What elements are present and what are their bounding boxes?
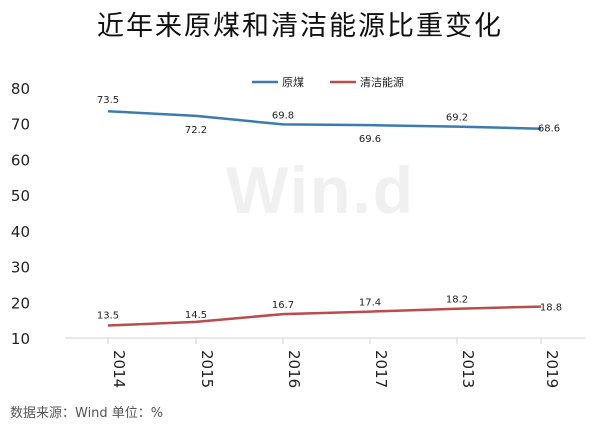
- x-tick-label: 2013: [459, 350, 477, 388]
- y-tick-label: 30: [11, 259, 30, 277]
- y-tick-label: 70: [11, 116, 30, 134]
- data-label: 18.8: [540, 303, 562, 314]
- series-layer: [107, 109, 542, 327]
- data-label: 69.8: [272, 110, 294, 121]
- x-tick-label: 2014: [110, 350, 128, 388]
- legend-label: 原煤: [282, 76, 304, 89]
- data-label: 17.4: [359, 298, 381, 309]
- data-label: 16.7: [272, 300, 294, 311]
- x-tick-label: 2015: [198, 350, 216, 388]
- data-label: 72.2: [185, 125, 207, 136]
- x-tick-label: 2016: [285, 350, 303, 388]
- data-label-layer: 73.5 72.2 69.8 69.6 69.2 68.6 13.5 14.5 16.7 17.4…: [97, 95, 562, 321]
- data-label: 69.2: [446, 113, 468, 124]
- data-label: 14.5: [185, 310, 207, 321]
- axis-layer: 10 20 30 40 50 60 70 80 2014 2015 2016 2017 2013 2019: [11, 80, 585, 388]
- legend: 原煤 清洁能源: [252, 75, 404, 89]
- watermark: Win.d: [226, 153, 416, 227]
- legend-label: 清洁能源: [360, 75, 404, 89]
- data-label: 68.6: [538, 124, 560, 135]
- y-tick-label: 10: [11, 330, 30, 348]
- y-tick-label: 60: [11, 151, 30, 169]
- data-label: 69.6: [359, 134, 381, 145]
- y-tick-label: 20: [11, 294, 30, 312]
- source-note: 数据来源：Wind 单位：%: [10, 406, 164, 421]
- y-tick-label: 50: [11, 187, 30, 205]
- data-label: 73.5: [97, 95, 119, 106]
- x-tick-label: 2019: [543, 350, 561, 388]
- series-line: [107, 109, 542, 130]
- data-label: 18.2: [446, 295, 468, 306]
- y-tick-label: 80: [11, 80, 30, 98]
- chart-title: 近年来原煤和清洁能源比重变化: [97, 11, 503, 42]
- y-tick-label: 40: [11, 223, 30, 241]
- data-label: 13.5: [97, 311, 119, 322]
- x-tick-label: 2017: [372, 350, 390, 388]
- series-line: [107, 305, 542, 327]
